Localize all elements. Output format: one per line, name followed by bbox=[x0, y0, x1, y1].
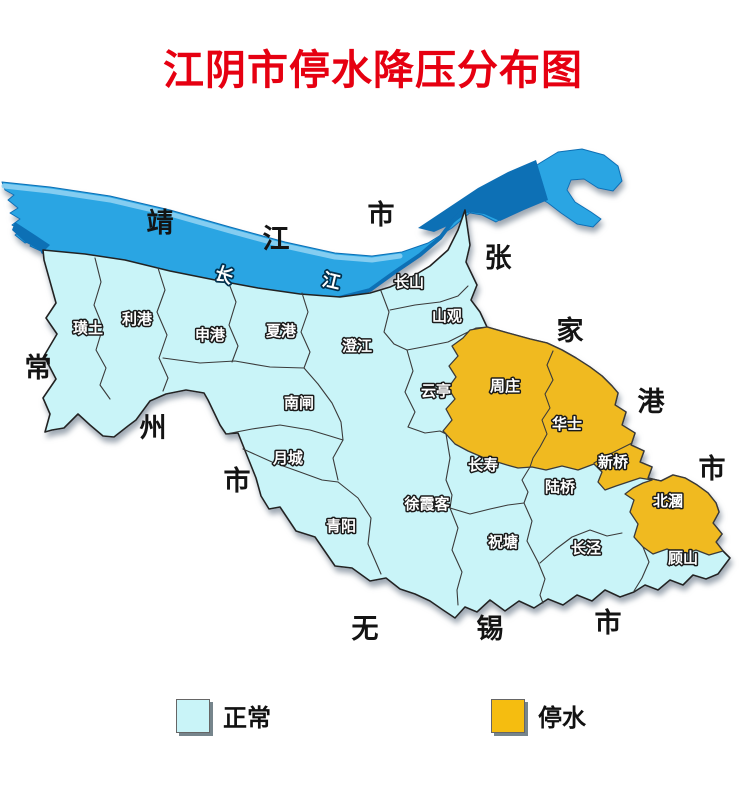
legend-label-outage: 停水 bbox=[538, 705, 586, 732]
district-borders bbox=[93, 257, 650, 606]
city-west-char-2: 市 bbox=[224, 465, 251, 496]
legend-item-outage: 停水 bbox=[491, 698, 586, 733]
city-east-char-1: 家 bbox=[557, 315, 584, 346]
legend-swatch-outage bbox=[491, 698, 525, 733]
region-label-huashi: 华士 bbox=[552, 415, 582, 433]
city-north-char-2: 市 bbox=[368, 199, 395, 230]
region-label-nanzha: 南闸 bbox=[284, 394, 314, 412]
outage-regions bbox=[442, 326, 724, 556]
city-east-char-3: 市 bbox=[699, 453, 726, 484]
neighbor-city-labels: 靖 江 市 张 家 港 市 常 州 市 无 锡 市 bbox=[25, 199, 726, 644]
city-west-char-0: 常 bbox=[25, 353, 52, 383]
outage-area-shape bbox=[442, 326, 724, 556]
region-label-huangtu: 璜土 bbox=[73, 319, 103, 337]
region-label-zhutang: 祝塘 bbox=[488, 533, 518, 551]
legend-swatch-normal bbox=[176, 698, 210, 733]
region-label-yunting: 云亭 bbox=[421, 382, 451, 400]
city-north-char-1: 江 bbox=[263, 224, 290, 254]
river-dark-channel bbox=[418, 160, 548, 232]
region-label-zhouzhuang: 周庄 bbox=[490, 377, 520, 395]
city-east-char-2: 港 bbox=[638, 387, 666, 417]
border-zhouzhuang-huashi bbox=[529, 350, 554, 468]
region-labels: 璜土 利港 申港 夏港 澄江 长山 山观 云亭 南闸 月城 青阳 徐霞客 长寿 … bbox=[71, 272, 699, 569]
region-label-shanguan: 山观 bbox=[432, 308, 462, 325]
region-label-chengjiang: 澄江 bbox=[342, 337, 372, 355]
city-north-char-0: 靖 bbox=[147, 208, 174, 238]
region-label-shengang: 申港 bbox=[195, 326, 226, 344]
region-label-ligang: 利港 bbox=[122, 310, 153, 328]
jiangyin-landmass bbox=[42, 209, 731, 619]
region-label-qingyang: 青阳 bbox=[326, 517, 356, 535]
city-south-char-2: 市 bbox=[595, 607, 622, 638]
region-label-xiagang: 夏港 bbox=[265, 322, 297, 340]
region-label-xuxiake: 徐霞客 bbox=[403, 495, 450, 513]
region-label-changjing: 长泾 bbox=[571, 539, 601, 557]
region-label-changshan: 长山 bbox=[394, 273, 424, 291]
legend: 正常 停水 bbox=[0, 698, 746, 738]
page-title: 江阴市停水降压分布图 bbox=[163, 47, 583, 93]
region-label-luqiao: 陆桥 bbox=[545, 478, 576, 496]
region-label-changshou: 长寿 bbox=[468, 456, 498, 474]
region-label-yuecheng: 月城 bbox=[272, 449, 303, 467]
region-label-xinqiao: 新桥 bbox=[598, 453, 629, 471]
legend-item-normal: 正常 bbox=[176, 698, 271, 733]
city-east-char-0: 张 bbox=[485, 243, 513, 273]
city-south-char-1: 锡 bbox=[477, 614, 504, 644]
river-dark-branch bbox=[12, 222, 50, 252]
city-west-char-1: 州 bbox=[140, 413, 167, 443]
region-label-gushan: 顾山 bbox=[668, 550, 698, 567]
legend-label-normal: 正常 bbox=[223, 705, 271, 732]
border-huashi-xinqiao bbox=[593, 442, 633, 464]
region-label-beiguo: 北漍 bbox=[653, 492, 683, 510]
city-south-char-0: 无 bbox=[352, 614, 379, 644]
